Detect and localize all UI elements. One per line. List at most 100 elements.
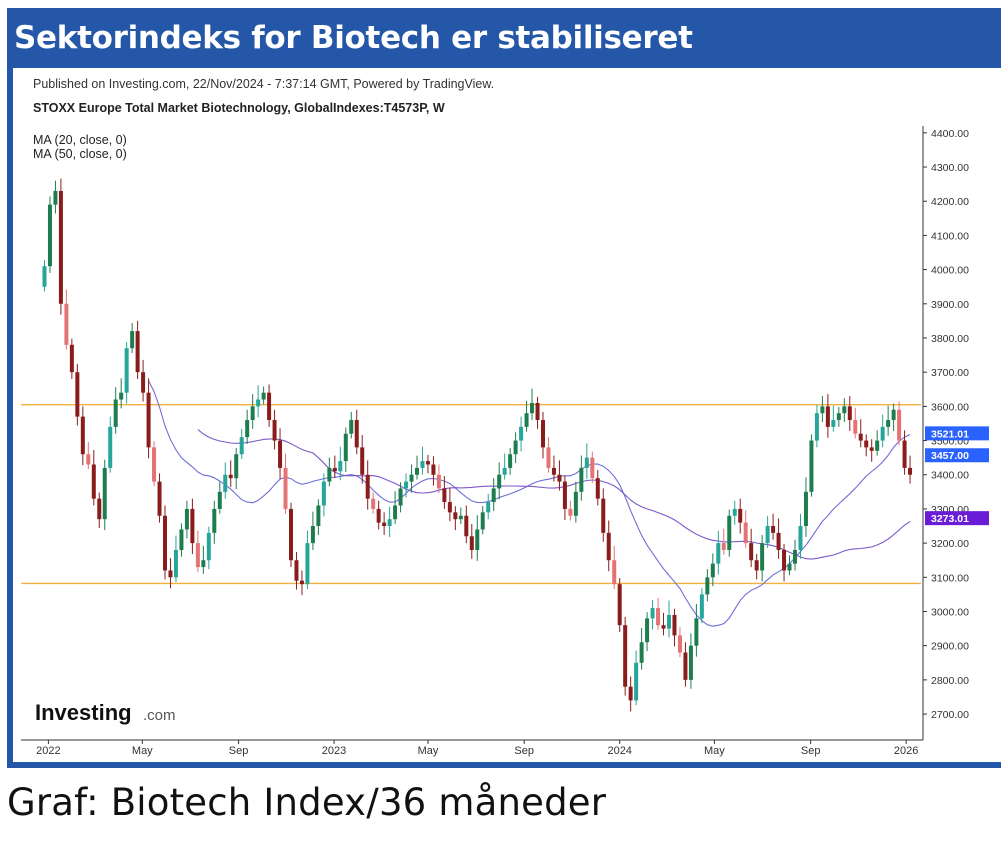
- instrument-line: STOXX Europe Total Market Biotechnology,…: [33, 101, 445, 115]
- candle-up: [793, 549, 797, 564]
- y-tick-label: 2700.00: [931, 709, 969, 721]
- candle-up: [179, 529, 184, 550]
- logo-suffix: .com: [143, 707, 176, 724]
- candle-up: [102, 467, 107, 520]
- chart-panel: Published on Investing.com, 22/Nov/2024 …: [13, 68, 1002, 762]
- candle-down: [228, 474, 233, 479]
- candle-down: [853, 420, 858, 434]
- x-tick-label: Sep: [514, 745, 534, 757]
- candle-down: [360, 447, 365, 475]
- candle-up: [239, 437, 244, 455]
- candle-down: [623, 625, 628, 687]
- candle-up: [343, 433, 348, 462]
- candle-up: [634, 662, 639, 701]
- candle-down: [557, 474, 562, 482]
- price-label-box: [925, 448, 989, 463]
- candle-down: [80, 416, 85, 455]
- candle-up: [475, 529, 480, 550]
- candle-up: [798, 526, 803, 550]
- candle-down: [453, 512, 458, 520]
- candle-up: [212, 508, 217, 533]
- candle-up: [184, 508, 189, 530]
- candle-up: [875, 440, 880, 451]
- candle-down: [382, 522, 387, 527]
- candle-down: [195, 543, 200, 568]
- y-tick-label: 3400.00: [931, 470, 969, 482]
- candle-up: [130, 331, 135, 349]
- level-lines: [21, 403, 921, 585]
- candle-down: [64, 303, 69, 345]
- candle-up: [245, 420, 250, 438]
- candle-up: [415, 467, 419, 475]
- candle-up: [809, 440, 814, 492]
- candle-up: [108, 426, 113, 468]
- y-tick-label: 4400.00: [931, 128, 969, 140]
- price-label-text: 3521.01: [931, 428, 969, 440]
- price-labels: 3521.01 3457.00 3273.01: [925, 426, 989, 526]
- candle-up: [217, 491, 222, 509]
- y-tick-label: 4200.00: [931, 196, 969, 208]
- candle-up: [831, 420, 836, 427]
- candlestick-chart: Published on Investing.com, 22/Nov/2024 …: [13, 68, 1002, 762]
- price-label-box: [925, 511, 989, 526]
- candle-up: [891, 409, 896, 421]
- candle-down: [464, 515, 469, 537]
- candle-down: [590, 457, 595, 479]
- candle-up: [349, 420, 354, 434]
- candle-down: [371, 498, 376, 509]
- candle-up: [688, 645, 693, 680]
- candle-up: [705, 577, 710, 595]
- candle-down: [683, 652, 688, 680]
- candle-down: [431, 464, 436, 475]
- candle-up: [886, 420, 891, 427]
- y-tick-label: 3900.00: [931, 299, 969, 311]
- candle-down: [190, 508, 195, 544]
- candle-up: [234, 454, 239, 479]
- candle-down: [617, 584, 622, 626]
- candle-up: [880, 426, 885, 441]
- candle-down: [782, 549, 787, 571]
- price-label-text: 3273.01: [931, 513, 969, 525]
- candle-down: [546, 447, 551, 468]
- candle-down: [864, 440, 869, 448]
- candle-up: [404, 481, 409, 489]
- candle-up: [124, 348, 129, 393]
- candle-down: [91, 464, 96, 499]
- candle-up: [814, 413, 819, 441]
- candle-down: [568, 508, 573, 516]
- candle-down: [146, 392, 151, 448]
- candle-down: [754, 560, 759, 571]
- candle-down: [535, 402, 540, 421]
- x-tick-label: 2024: [607, 745, 631, 757]
- candle-up: [458, 515, 463, 520]
- candle-down: [743, 522, 748, 544]
- candle-up: [480, 512, 485, 530]
- candle-down: [168, 570, 173, 578]
- candle-down: [677, 635, 682, 653]
- candle-down: [721, 543, 726, 550]
- candle-down: [551, 467, 556, 475]
- indicator-ma50-label: MA (50, close, 0): [33, 147, 127, 161]
- candle-up: [327, 467, 332, 482]
- candle-down: [869, 447, 874, 451]
- candle-up: [519, 426, 524, 441]
- candle-down: [299, 580, 304, 585]
- candle-up: [842, 406, 847, 414]
- candle-down: [447, 502, 452, 513]
- candle-down: [289, 508, 293, 561]
- candle-up: [803, 491, 808, 527]
- candle-down: [771, 526, 776, 533]
- candle-down: [365, 474, 370, 499]
- candle-up: [502, 467, 507, 475]
- candle-down: [908, 467, 913, 475]
- candle-down: [661, 625, 666, 629]
- y-tick-label: 3800.00: [931, 333, 969, 345]
- candle-up: [497, 474, 502, 489]
- candle-down: [97, 498, 102, 520]
- candle-down: [656, 608, 661, 626]
- y-tick-label: 3000.00: [931, 606, 969, 618]
- candle-down: [672, 614, 677, 636]
- candle-up: [524, 413, 529, 427]
- candle-down: [294, 560, 299, 581]
- candle-up: [261, 392, 266, 400]
